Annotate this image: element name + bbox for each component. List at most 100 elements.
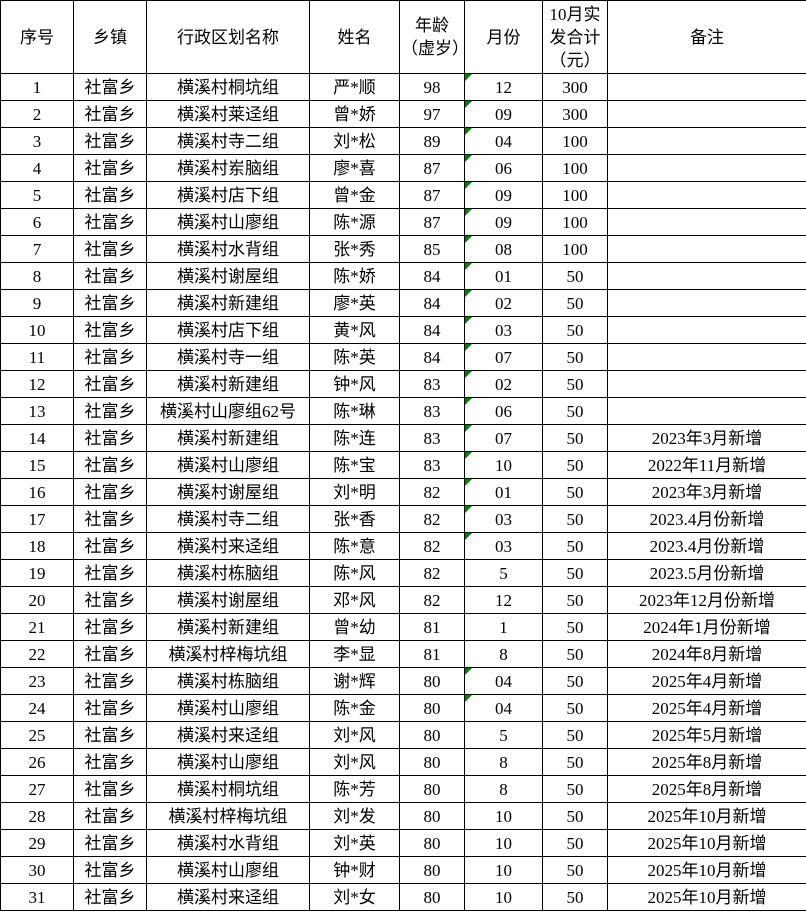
cell-division[interactable]: 横溪村山廖组	[146, 748, 310, 776]
cell-serial[interactable]: 30	[0, 856, 74, 884]
cell-serial[interactable]: 3	[0, 127, 74, 155]
cell-name[interactable]: 陈*风	[309, 559, 400, 587]
cell-amount[interactable]: 50	[542, 316, 608, 344]
cell-age[interactable]: 82	[399, 586, 465, 614]
cell-serial[interactable]: 24	[0, 694, 74, 722]
cell-age[interactable]: 87	[399, 181, 465, 209]
cell-month[interactable]: 06	[464, 154, 543, 182]
cell-township[interactable]: 社富乡	[73, 829, 147, 857]
cell-serial[interactable]: 28	[0, 802, 74, 830]
cell-name[interactable]: 廖*喜	[309, 154, 400, 182]
cell-serial[interactable]: 17	[0, 505, 74, 533]
cell-month[interactable]: 10	[464, 883, 543, 911]
cell-township[interactable]: 社富乡	[73, 721, 147, 749]
cell-township[interactable]: 社富乡	[73, 532, 147, 560]
cell-township[interactable]: 社富乡	[73, 343, 147, 371]
cell-township[interactable]: 社富乡	[73, 370, 147, 398]
cell-amount[interactable]: 300	[542, 73, 608, 101]
cell-amount[interactable]: 50	[542, 883, 608, 911]
cell-township[interactable]: 社富乡	[73, 397, 147, 425]
cell-division[interactable]: 横溪村桐坑组	[146, 775, 310, 803]
cell-amount[interactable]: 50	[542, 667, 608, 695]
cell-remark[interactable]: 2023.4月份新增	[607, 532, 806, 560]
cell-township[interactable]: 社富乡	[73, 208, 147, 236]
cell-month[interactable]: 10	[464, 451, 543, 479]
cell-remark[interactable]	[607, 397, 806, 425]
cell-age[interactable]: 82	[399, 478, 465, 506]
cell-month[interactable]: 06	[464, 397, 543, 425]
cell-remark[interactable]: 2023年12月份新增	[607, 586, 806, 614]
cell-remark[interactable]: 2025年10月新增	[607, 856, 806, 884]
cell-amount[interactable]: 50	[542, 640, 608, 668]
cell-serial[interactable]: 5	[0, 181, 74, 209]
cell-serial[interactable]: 13	[0, 397, 74, 425]
cell-township[interactable]: 社富乡	[73, 640, 147, 668]
cell-month[interactable]: 09	[464, 208, 543, 236]
cell-remark[interactable]: 2025年10月新增	[607, 802, 806, 830]
cell-remark[interactable]: 2025年10月新增	[607, 883, 806, 911]
cell-division[interactable]: 横溪村新建组	[146, 370, 310, 398]
cell-division[interactable]: 横溪村谢屋组	[146, 262, 310, 290]
cell-division[interactable]: 横溪村水背组	[146, 235, 310, 263]
cell-month[interactable]: 5	[464, 559, 543, 587]
cell-township[interactable]: 社富乡	[73, 559, 147, 587]
cell-age[interactable]: 80	[399, 856, 465, 884]
cell-division[interactable]: 横溪村岽脑组	[146, 154, 310, 182]
cell-age[interactable]: 83	[399, 397, 465, 425]
cell-age[interactable]: 87	[399, 208, 465, 236]
cell-amount[interactable]: 50	[542, 802, 608, 830]
cell-age[interactable]: 81	[399, 640, 465, 668]
cell-division[interactable]: 横溪村栋脑组	[146, 559, 310, 587]
cell-age[interactable]: 89	[399, 127, 465, 155]
cell-division[interactable]: 横溪村梓梅坑组	[146, 640, 310, 668]
cell-division[interactable]: 横溪村梓梅坑组	[146, 802, 310, 830]
cell-month[interactable]: 12	[464, 73, 543, 101]
cell-serial[interactable]: 20	[0, 586, 74, 614]
cell-serial[interactable]: 27	[0, 775, 74, 803]
cell-remark[interactable]	[607, 316, 806, 344]
cell-serial[interactable]: 29	[0, 829, 74, 857]
cell-township[interactable]: 社富乡	[73, 775, 147, 803]
cell-division[interactable]: 横溪村新建组	[146, 289, 310, 317]
cell-division[interactable]: 横溪村水背组	[146, 829, 310, 857]
cell-division[interactable]: 横溪村新建组	[146, 424, 310, 452]
cell-amount[interactable]: 50	[542, 289, 608, 317]
cell-serial[interactable]: 25	[0, 721, 74, 749]
cell-township[interactable]: 社富乡	[73, 748, 147, 776]
cell-age[interactable]: 98	[399, 73, 465, 101]
cell-township[interactable]: 社富乡	[73, 802, 147, 830]
cell-township[interactable]: 社富乡	[73, 856, 147, 884]
cell-amount[interactable]: 100	[542, 235, 608, 263]
cell-remark[interactable]	[607, 73, 806, 101]
cell-remark[interactable]	[607, 181, 806, 209]
cell-remark[interactable]	[607, 343, 806, 371]
header-cell-name[interactable]: 姓名	[309, 0, 400, 74]
cell-month[interactable]: 03	[464, 316, 543, 344]
cell-division[interactable]: 横溪村山廖组	[146, 208, 310, 236]
cell-name[interactable]: 李*显	[309, 640, 400, 668]
cell-division[interactable]: 横溪村山廖组	[146, 451, 310, 479]
header-cell-division[interactable]: 行政区划名称	[146, 0, 310, 74]
cell-serial[interactable]: 4	[0, 154, 74, 182]
cell-month[interactable]: 09	[464, 100, 543, 128]
cell-month[interactable]: 10	[464, 829, 543, 857]
cell-amount[interactable]: 50	[542, 586, 608, 614]
cell-township[interactable]: 社富乡	[73, 127, 147, 155]
cell-serial[interactable]: 8	[0, 262, 74, 290]
cell-serial[interactable]: 1	[0, 73, 74, 101]
cell-name[interactable]: 曾*金	[309, 181, 400, 209]
cell-month[interactable]: 04	[464, 667, 543, 695]
cell-amount[interactable]: 50	[542, 829, 608, 857]
cell-month[interactable]: 03	[464, 532, 543, 560]
cell-age[interactable]: 84	[399, 316, 465, 344]
cell-amount[interactable]: 50	[542, 343, 608, 371]
cell-month[interactable]: 02	[464, 370, 543, 398]
cell-remark[interactable]: 2025年10月新增	[607, 829, 806, 857]
cell-serial[interactable]: 6	[0, 208, 74, 236]
cell-remark[interactable]: 2024年8月新增	[607, 640, 806, 668]
cell-amount[interactable]: 50	[542, 532, 608, 560]
cell-serial[interactable]: 19	[0, 559, 74, 587]
cell-division[interactable]: 横溪村来迳组	[146, 532, 310, 560]
cell-township[interactable]: 社富乡	[73, 505, 147, 533]
cell-name[interactable]: 钟*财	[309, 856, 400, 884]
